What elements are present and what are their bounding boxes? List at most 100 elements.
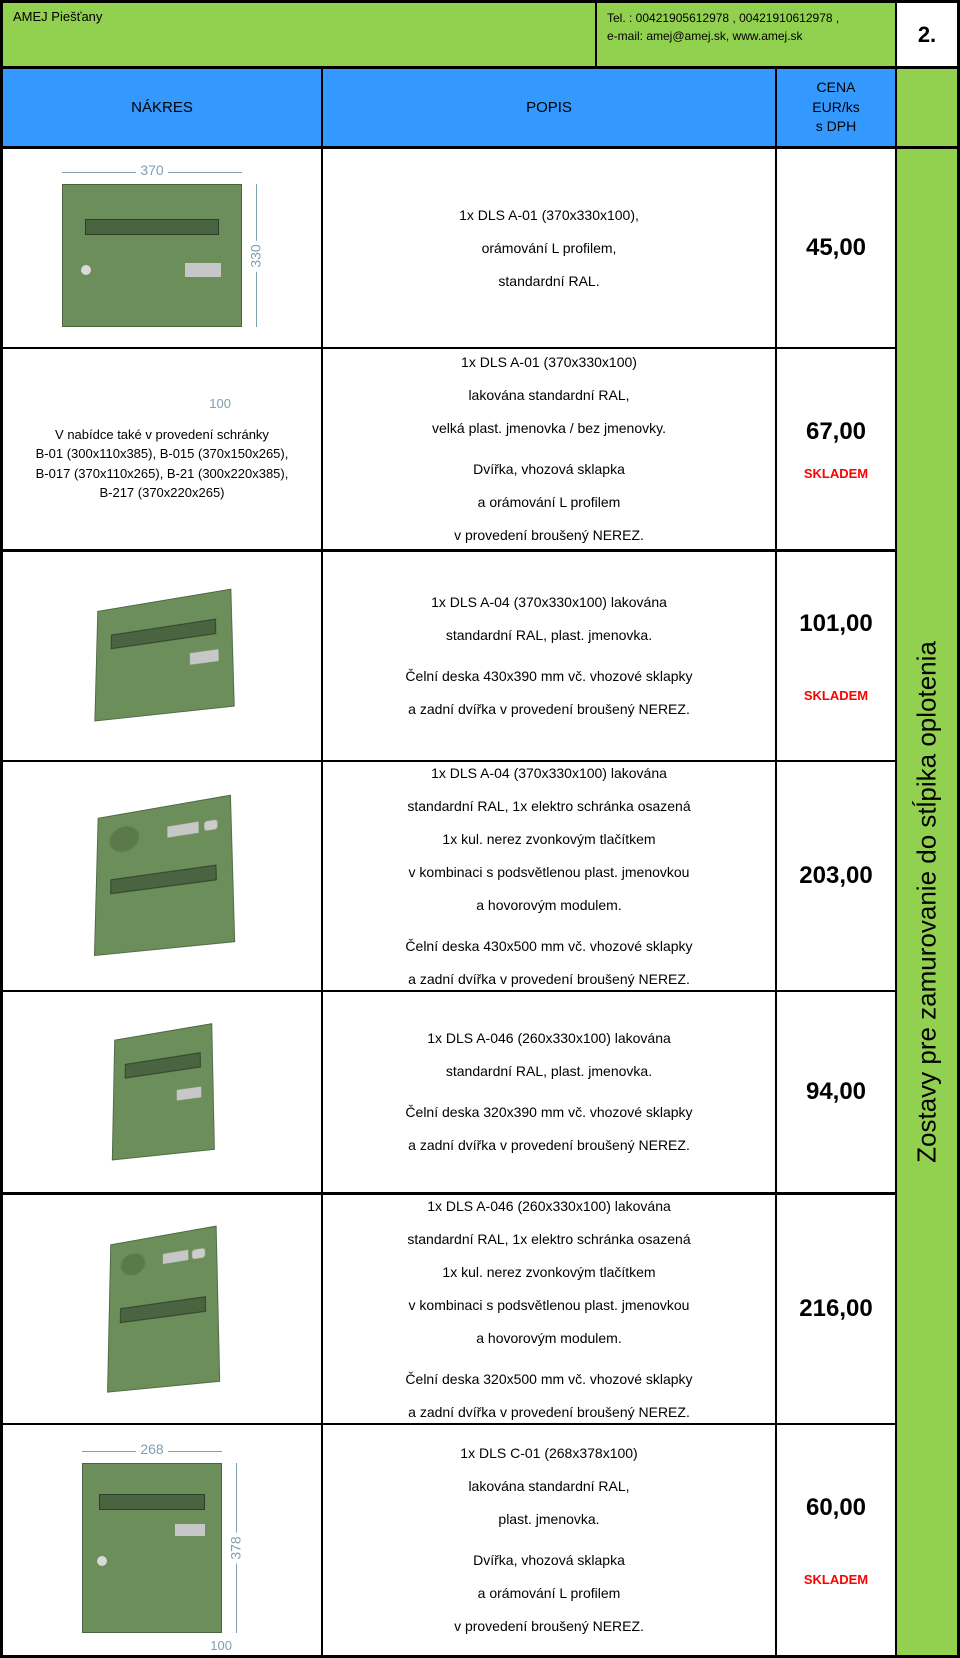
cena-line1: CENA [817,78,856,98]
desc-line: 1x DLS A-01 (370x330x100) [461,352,637,373]
product-row: 1x DLS A-04 (370x330x100) lakována stand… [3,552,897,762]
desc-line: a zadní dvířka v provedení broušený NERE… [408,1135,690,1156]
note-line: B-01 (300x110x385), B-015 (370x150x265), [36,444,289,464]
description-cell: 1x DLS A-046 (260x330x100) lakována stan… [323,1195,777,1423]
dim-depth: 100 [209,396,231,411]
dim-depth: 100 [210,1638,232,1653]
stock-label: SKLADEM [804,466,868,481]
side-text: Zostavy pre zamurovanie do stĺpika oplot… [912,641,943,1163]
desc-line: lakována standardní RAL, [468,1476,629,1497]
col-cena: CENA EUR/ks s DPH [777,69,897,149]
desc-line: a zadní dvířka v provedení broušený NERE… [408,699,690,720]
price-cell: 67,00 SKLADEM [777,349,897,549]
desc-line: Čelní deska 320x390 mm vč. vhozové sklap… [405,1102,692,1123]
desc-line: standardní RAL. [498,271,599,292]
description-cell: 1x DLS A-04 (370x330x100) lakována stand… [323,552,777,760]
desc-line: standardní RAL, plast. jmenovka. [446,1061,652,1082]
desc-line: a orámování L profilem [478,1583,621,1604]
price-value: 60,00 [806,1494,866,1522]
price-value: 203,00 [799,862,872,890]
price-value: 45,00 [806,234,866,262]
company-name: AMEJ Piešťany [3,3,597,69]
drawing-cell [3,1195,323,1423]
desc-line: velká plast. jmenovka / bez jmenovky. [432,418,666,439]
drawing-cell [3,762,323,990]
product-row: 100 V nabídce také v provedení schránky … [3,349,897,549]
desc-line: standardní RAL, 1x elektro schránka osaz… [407,796,690,817]
note-line: B-017 (370x110x265), B-21 (300x220x385), [36,464,289,484]
description-cell: 1x DLS A-01 (370x330x100) lakována stand… [323,349,777,549]
desc-line: Čelní deska 320x500 mm vč. vhozové sklap… [405,1369,692,1390]
segment-2: 1x DLS A-04 (370x330x100) lakována stand… [3,552,897,1195]
cena-line3: s DPH [816,117,856,137]
column-header: NÁKRES POPIS CENA EUR/ks s DPH [3,69,957,149]
note-line: V nabídce také v provedení schránky [36,425,289,445]
mailbox-drawing [94,589,234,722]
segment-3: 1x DLS A-046 (260x330x100) lakována stan… [3,1195,897,1655]
desc-line: 1x DLS A-04 (370x330x100) lakována [431,763,667,784]
cena-line2: EUR/ks [812,98,859,118]
variant-note: V nabídce také v provedení schránky B-01… [36,425,289,503]
dim-height: 378 [228,1463,248,1633]
product-row: 1x DLS A-046 (260x330x100) lakována stan… [3,1195,897,1425]
desc-line: 1x kul. nerez zvonkovým tlačítkem [442,1262,655,1283]
drawing-cell [3,552,323,760]
desc-line: a zadní dvířka v provedení broušený NERE… [408,969,690,990]
drawing-cell [3,992,323,1192]
desc-line: v provedení broušený NEREZ. [454,1616,644,1637]
desc-line: Dvířka, vhozová sklapka [473,1550,625,1571]
mailbox-drawing: 268 378 100 [82,1463,222,1633]
desc-line: v kombinaci s podsvětlenou plast. jmenov… [409,1295,690,1316]
dim-width: 370 [62,162,242,178]
desc-line: a hovorovým modulem. [476,1328,622,1349]
stock-label: SKLADEM [804,688,868,703]
rows-column: 370 330 1x DLS A-01 (370x330x100), orámo… [3,149,897,1655]
dim-height: 330 [248,184,268,327]
col-nakres: NÁKRES [3,69,323,149]
desc-line: a orámování L profilem [478,492,621,513]
description-cell: 1x DLS C-01 (268x378x100) lakována stand… [323,1425,777,1655]
desc-line: Dvířka, vhozová sklapka [473,459,625,480]
desc-line: Čelní deska 430x390 mm vč. vhozové sklap… [405,666,692,687]
desc-line: 1x DLS A-04 (370x330x100) lakována [431,592,667,613]
price-cell: 216,00 [777,1195,897,1423]
price-value: 94,00 [806,1078,866,1106]
desc-line: plast. jmenovka. [498,1509,599,1530]
mailbox-drawing [107,1226,220,1393]
note-line: B-217 (370x220x265) [36,483,289,503]
col-popis: POPIS [323,69,777,149]
description-cell: 1x DLS A-04 (370x330x100) lakována stand… [323,762,777,990]
product-row: 1x DLS A-046 (260x330x100) lakována stan… [3,992,897,1192]
stock-label: SKLADEM [804,1572,868,1587]
price-value: 216,00 [799,1295,872,1323]
desc-line: standardní RAL, plast. jmenovka. [446,625,652,646]
product-row: 268 378 100 1x DLS C-01 (268x378x100) [3,1425,897,1655]
product-row: 1x DLS A-04 (370x330x100) lakována stand… [3,762,897,992]
body-area: 370 330 1x DLS A-01 (370x330x100), orámo… [3,149,957,1655]
desc-line: 1x DLS A-046 (260x330x100) lakována [427,1028,671,1049]
segment-1: 370 330 1x DLS A-01 (370x330x100), orámo… [3,149,897,552]
mailbox-drawing [112,1023,215,1160]
desc-line: Čelní deska 430x500 mm vč. vhozové sklap… [405,936,692,957]
desc-line: 1x DLS C-01 (268x378x100) [460,1443,637,1464]
mailbox-drawing [94,795,235,957]
drawing-cell: 268 378 100 [3,1425,323,1655]
desc-line: standardní RAL, 1x elektro schránka osaz… [407,1229,690,1250]
desc-line: a zadní dvířka v provedení broušený NERE… [408,1402,690,1423]
desc-line: 1x DLS A-01 (370x330x100), [459,205,639,226]
desc-line: orámování L profilem, [482,238,617,259]
price-cell: 203,00 [777,762,897,990]
contact-email: e-mail: amej@amej.sk, www.amej.sk [607,27,885,45]
drawing-cell: 100 V nabídce také v provedení schránky … [3,349,323,549]
desc-line: v provedení broušený NEREZ. [454,525,644,546]
top-header: AMEJ Piešťany Tel. : 00421905612978 , 00… [3,3,957,69]
price-value: 67,00 [806,418,866,446]
mailbox-drawing: 370 330 [62,184,242,327]
desc-line: 1x kul. nerez zvonkovým tlačítkem [442,829,655,850]
desc-line: 1x DLS A-046 (260x330x100) lakována [427,1196,671,1217]
catalog-page: AMEJ Piešťany Tel. : 00421905612978 , 00… [0,0,960,1658]
price-cell: 101,00 SKLADEM [777,552,897,760]
description-cell: 1x DLS A-01 (370x330x100), orámování L p… [323,149,777,347]
price-cell: 60,00 SKLADEM [777,1425,897,1655]
drawing-cell: 370 330 [3,149,323,347]
